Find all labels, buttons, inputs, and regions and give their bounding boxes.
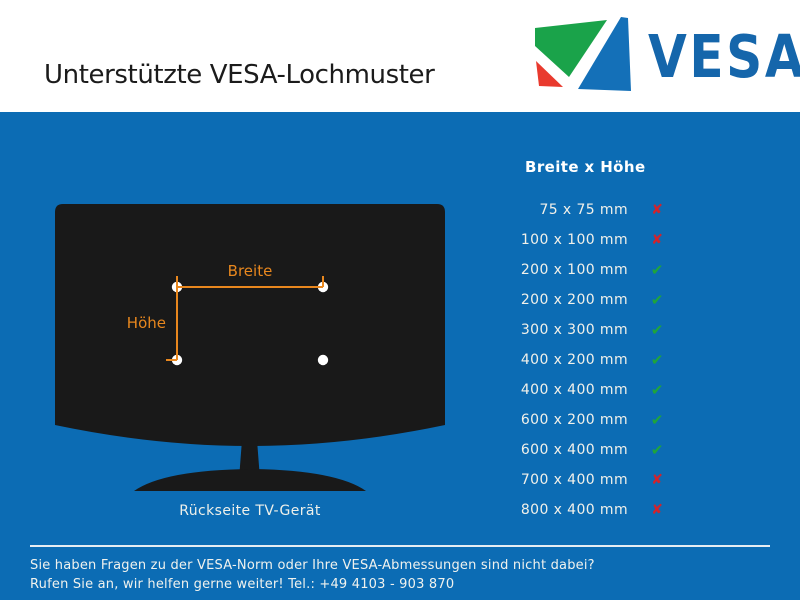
width-label: Breite bbox=[228, 262, 273, 280]
tv-diagram: Breite Höhe Rückseite TV-Gerät bbox=[55, 204, 445, 519]
check-icon: ✔ bbox=[650, 320, 664, 339]
vesa-wordmark: VESA bbox=[648, 22, 800, 91]
table-row: 800 x 400 mm ✘ bbox=[500, 495, 700, 525]
table-row: 200 x 100 mm ✔ bbox=[500, 255, 700, 285]
logo-blue-shape bbox=[578, 17, 631, 91]
check-icon: ✔ bbox=[650, 380, 664, 399]
cross-icon: ✘ bbox=[651, 202, 663, 218]
table-row: 700 x 400 mm ✘ bbox=[500, 465, 700, 495]
table-row: 300 x 300 mm ✔ bbox=[500, 315, 700, 345]
check-icon: ✔ bbox=[650, 290, 664, 309]
vesa-logo-icon bbox=[535, 17, 631, 91]
table-rows: 75 x 75 mm ✘ 100 x 100 mm ✘ 200 x 100 mm… bbox=[500, 195, 700, 525]
table-row: 400 x 200 mm ✔ bbox=[500, 345, 700, 375]
footer-question: Sie haben Fragen zu der VESA-Norm oder I… bbox=[30, 558, 595, 573]
vesa-size-value: 200 x 200 mm bbox=[520, 292, 628, 308]
tv-body-silhouette bbox=[55, 204, 445, 446]
table-row: 200 x 200 mm ✔ bbox=[500, 285, 700, 315]
table-row: 600 x 200 mm ✔ bbox=[500, 405, 700, 435]
logo-red-shape bbox=[536, 61, 563, 87]
cross-icon: ✘ bbox=[651, 232, 663, 248]
vesa-size-value: 75 x 75 mm bbox=[539, 202, 628, 218]
vesa-size-value: 600 x 400 mm bbox=[520, 442, 628, 458]
vesa-size-value: 600 x 200 mm bbox=[520, 412, 628, 428]
vesa-size-value: 200 x 100 mm bbox=[520, 262, 628, 278]
table-row: 100 x 100 mm ✘ bbox=[500, 225, 700, 255]
vesa-size-value: 800 x 400 mm bbox=[520, 502, 628, 518]
table-row: 400 x 400 mm ✔ bbox=[500, 375, 700, 405]
check-icon: ✔ bbox=[650, 440, 664, 459]
table-row: 600 x 400 mm ✔ bbox=[500, 435, 700, 465]
vesa-size-value: 700 x 400 mm bbox=[520, 472, 628, 488]
vesa-size-value: 400 x 200 mm bbox=[520, 352, 628, 368]
table-row: 75 x 75 mm ✘ bbox=[500, 195, 700, 225]
logo-green-shape bbox=[535, 20, 607, 77]
vesa-size-value: 400 x 400 mm bbox=[520, 382, 628, 398]
cross-icon: ✘ bbox=[651, 502, 663, 518]
mount-hole-bottom-right bbox=[317, 354, 329, 366]
check-icon: ✔ bbox=[650, 350, 664, 369]
vesa-size-value: 300 x 300 mm bbox=[520, 322, 628, 338]
check-icon: ✔ bbox=[650, 410, 664, 429]
cross-icon: ✘ bbox=[651, 472, 663, 488]
tv-caption: Rückseite TV-Gerät bbox=[179, 503, 321, 519]
footer-contact: Rufen Sie an, wir helfen gerne weiter! T… bbox=[30, 577, 455, 592]
page-title: Unterstützte VESA-Lochmuster bbox=[44, 60, 435, 90]
divider-line bbox=[30, 545, 770, 547]
vesa-size-value: 100 x 100 mm bbox=[520, 232, 628, 248]
tv-stand-base bbox=[134, 469, 366, 491]
header: Unterstützte VESA-Lochmuster VESA bbox=[0, 0, 800, 112]
height-label: Höhe bbox=[127, 314, 166, 332]
check-icon: ✔ bbox=[650, 260, 664, 279]
table-header: Breite x Höhe bbox=[525, 158, 646, 176]
vesa-size-table: Breite x Höhe 75 x 75 mm ✘ 100 x 100 mm … bbox=[500, 158, 700, 525]
